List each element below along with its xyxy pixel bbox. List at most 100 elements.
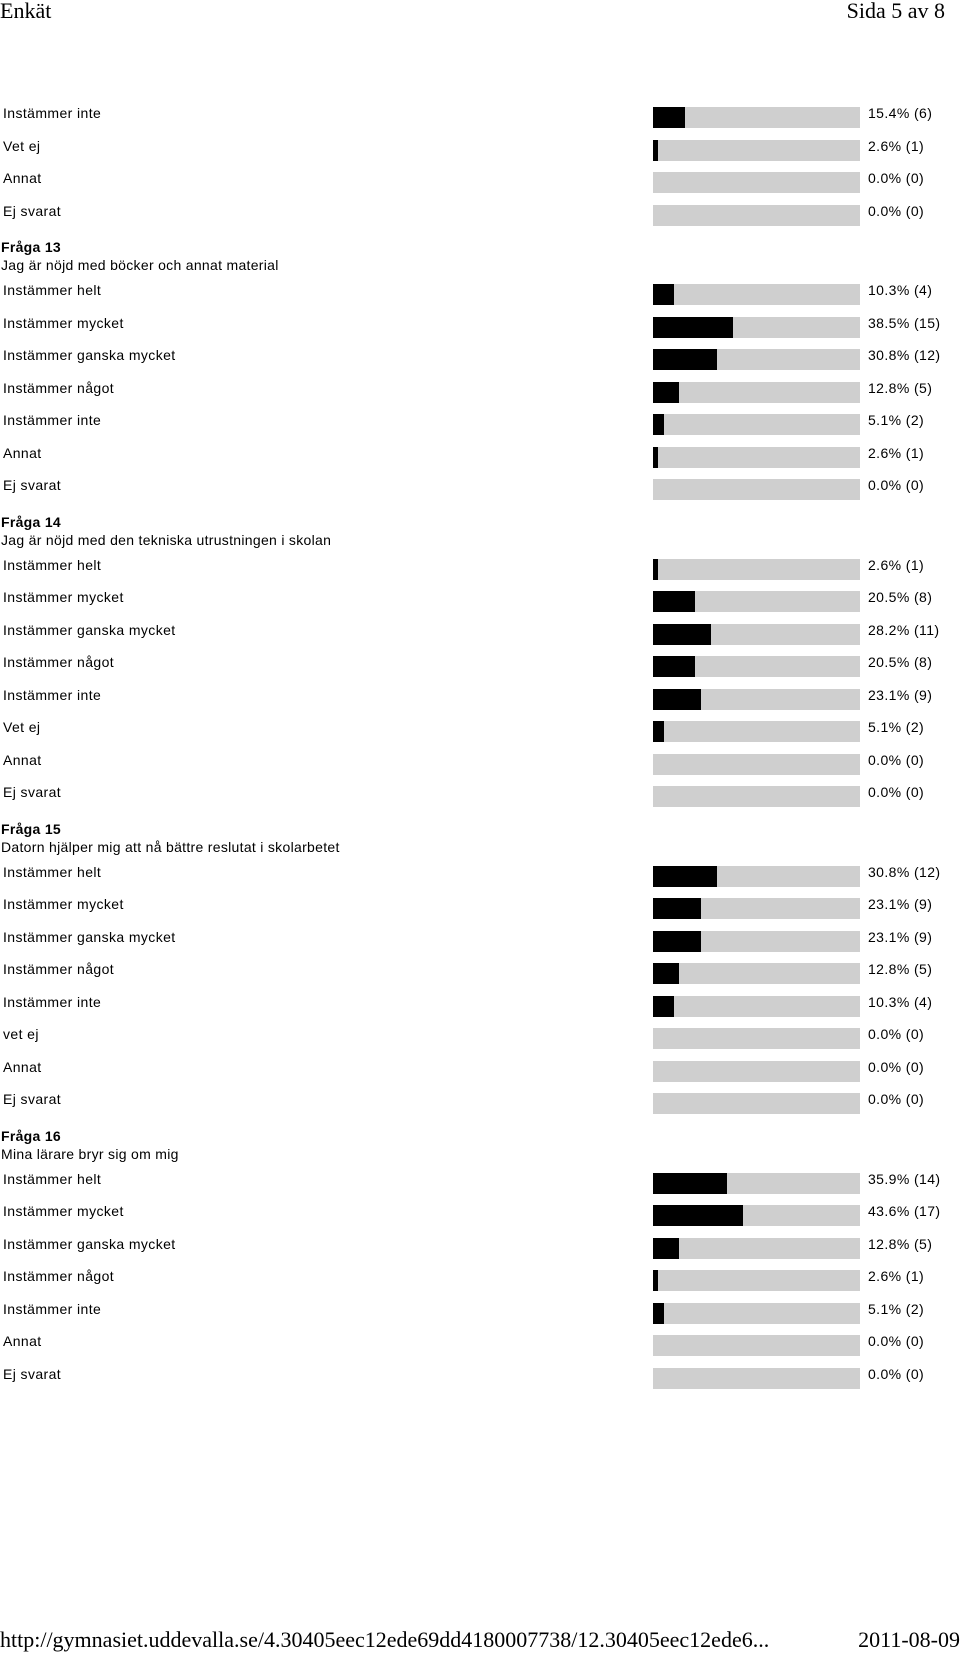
result-bar-fill	[653, 446, 658, 468]
answer-label: Instämmer något	[3, 654, 115, 670]
answer-label: Annat	[3, 1333, 42, 1349]
result-percentage: 0.0% (0)	[868, 202, 925, 219]
result-percentage: 15.4% (6)	[868, 105, 933, 121]
result-percentage: 35.9% (14)	[868, 1170, 941, 1187]
answer-row: Vet ej 5.1% (2)	[0, 712, 960, 745]
answer-row: Instämmer helt 2.6% (1)	[0, 550, 960, 583]
result-bar	[653, 414, 860, 435]
answer-label: Ej svarat	[3, 477, 62, 493]
result-percentage: 20.5% (8)	[868, 654, 933, 670]
answer-row: Annat 0.0% (0)	[0, 745, 960, 778]
survey-results: Instämmer inte 15.4% (6) Vet ej 2.6% (1) Ann…	[0, 98, 960, 1391]
result-bar-fill	[653, 414, 664, 435]
result-percentage: 0.0% (0)	[868, 1091, 925, 1107]
answer-label: Instämmer mycket	[3, 896, 124, 912]
result-bar	[653, 479, 860, 500]
result-bar	[653, 930, 860, 952]
answer-label: Instämmer mycket	[3, 1203, 124, 1219]
answer-row: Instämmer något 2.6% (1)	[0, 1261, 960, 1294]
result-bar-fill	[653, 623, 711, 645]
result-percentage: 30.8% (12)	[868, 863, 941, 880]
result-percentage: 5.1% (2)	[868, 719, 925, 735]
answer-label: Ej svarat	[3, 784, 62, 800]
result-percentage: 20.5% (8)	[868, 589, 933, 605]
answer-row: Instämmer mycket 23.1% (9)	[0, 889, 960, 922]
result-percentage: 12.8% (5)	[868, 379, 933, 396]
answer-label: Instämmer ganska mycket	[3, 928, 176, 945]
result-bar-fill	[653, 865, 717, 887]
result-bar	[653, 107, 860, 128]
result-bar-fill	[653, 591, 695, 612]
result-bar-fill	[653, 898, 701, 919]
result-percentage: 0.0% (0)	[868, 751, 925, 768]
answer-row: vet ej 0.0% (0)	[0, 1019, 960, 1052]
answer-row: Instämmer mycket 43.6% (17)	[0, 1196, 960, 1229]
result-percentage: 28.2% (11)	[868, 621, 940, 638]
result-bar	[653, 284, 860, 305]
result-bar-fill	[653, 1270, 658, 1291]
result-percentage: 0.0% (0)	[868, 1365, 925, 1382]
document-title: Enkät	[0, 0, 52, 23]
result-bar	[653, 1302, 860, 1324]
result-percentage: 10.3% (4)	[868, 282, 933, 298]
result-percentage: 0.0% (0)	[868, 1058, 925, 1075]
answer-label: Vet ej	[3, 719, 41, 735]
answer-row: Instämmer inte 15.4% (6)	[0, 98, 960, 131]
result-bar	[653, 963, 860, 984]
result-percentage: 2.6% (1)	[868, 137, 925, 154]
result-percentage: 23.1% (9)	[868, 686, 933, 703]
answer-row: Annat 0.0% (0)	[0, 1326, 960, 1359]
answer-row: Instämmer inte 5.1% (2)	[0, 1294, 960, 1327]
answer-row: Instämmer inte 23.1% (9)	[0, 680, 960, 713]
result-bar-fill	[653, 1237, 679, 1259]
result-bar-fill	[653, 688, 701, 710]
answer-row: Instämmer ganska mycket 12.8% (5)	[0, 1229, 960, 1262]
result-bar-fill	[653, 139, 658, 161]
result-percentage: 0.0% (0)	[868, 784, 925, 800]
answer-label: Instämmer mycket	[3, 589, 124, 605]
result-bar	[653, 316, 860, 338]
answer-row: Instämmer helt 30.8% (12)	[0, 857, 960, 890]
answer-row: Instämmer mycket 38.5% (15)	[0, 308, 960, 341]
answer-label: vet ej	[3, 1026, 39, 1042]
result-bar-fill	[653, 963, 679, 984]
result-percentage: 0.0% (0)	[868, 1026, 925, 1042]
answer-label: Annat	[3, 1058, 42, 1075]
question-text: Datorn hjälper mig att nå bättre resluta…	[1, 838, 340, 855]
result-bar	[653, 172, 860, 193]
result-percentage: 5.1% (2)	[868, 412, 925, 428]
result-percentage: 0.0% (0)	[868, 170, 925, 186]
answer-row: Instämmer något 12.8% (5)	[0, 954, 960, 987]
result-bar-fill	[653, 995, 674, 1017]
question-section: Fråga 16 Mina lärare bryr sig om mig Instä…	[0, 1127, 960, 1392]
answer-label: Instämmer helt	[3, 1170, 102, 1187]
result-bar	[653, 753, 860, 775]
result-bar	[653, 1205, 860, 1226]
result-bar	[653, 381, 860, 403]
page-footer: http://gymnasiet.uddevalla.se/4.30405eec…	[0, 1627, 960, 1654]
result-bar	[653, 623, 860, 645]
question-section: Fråga 13 Jag är nöjd med böcker och annat…	[0, 238, 960, 503]
answer-row: Ej svarat 0.0% (0)	[0, 777, 960, 810]
answer-row: Annat 2.6% (1)	[0, 438, 960, 471]
question-text: Mina lärare bryr sig om mig	[1, 1145, 179, 1162]
answer-row: Instämmer helt 35.9% (14)	[0, 1164, 960, 1197]
result-bar	[653, 349, 860, 370]
answer-label: Instämmer något	[3, 379, 115, 396]
answer-label: Ej svarat	[3, 1365, 62, 1382]
result-percentage: 0.0% (0)	[868, 1333, 925, 1349]
answer-row: Instämmer något 20.5% (8)	[0, 647, 960, 680]
answer-row: Instämmer ganska mycket 23.1% (9)	[0, 922, 960, 955]
answer-label: Instämmer helt	[3, 556, 102, 573]
footer-date: 2011-08-09	[858, 1627, 960, 1652]
question-number: Fråga 14	[1, 513, 61, 530]
result-percentage: 10.3% (4)	[868, 993, 933, 1010]
question-section: Fråga 15 Datorn hjälper mig att nå bättre…	[0, 820, 960, 1117]
result-bar-fill	[653, 1172, 727, 1194]
answer-label: Instämmer något	[3, 1268, 115, 1284]
answer-row: Annat 0.0% (0)	[0, 163, 960, 196]
result-percentage: 38.5% (15)	[868, 314, 941, 331]
answer-label: Annat	[3, 170, 42, 186]
result-bar-fill	[653, 107, 685, 128]
answer-label: Ej svarat	[3, 202, 62, 219]
